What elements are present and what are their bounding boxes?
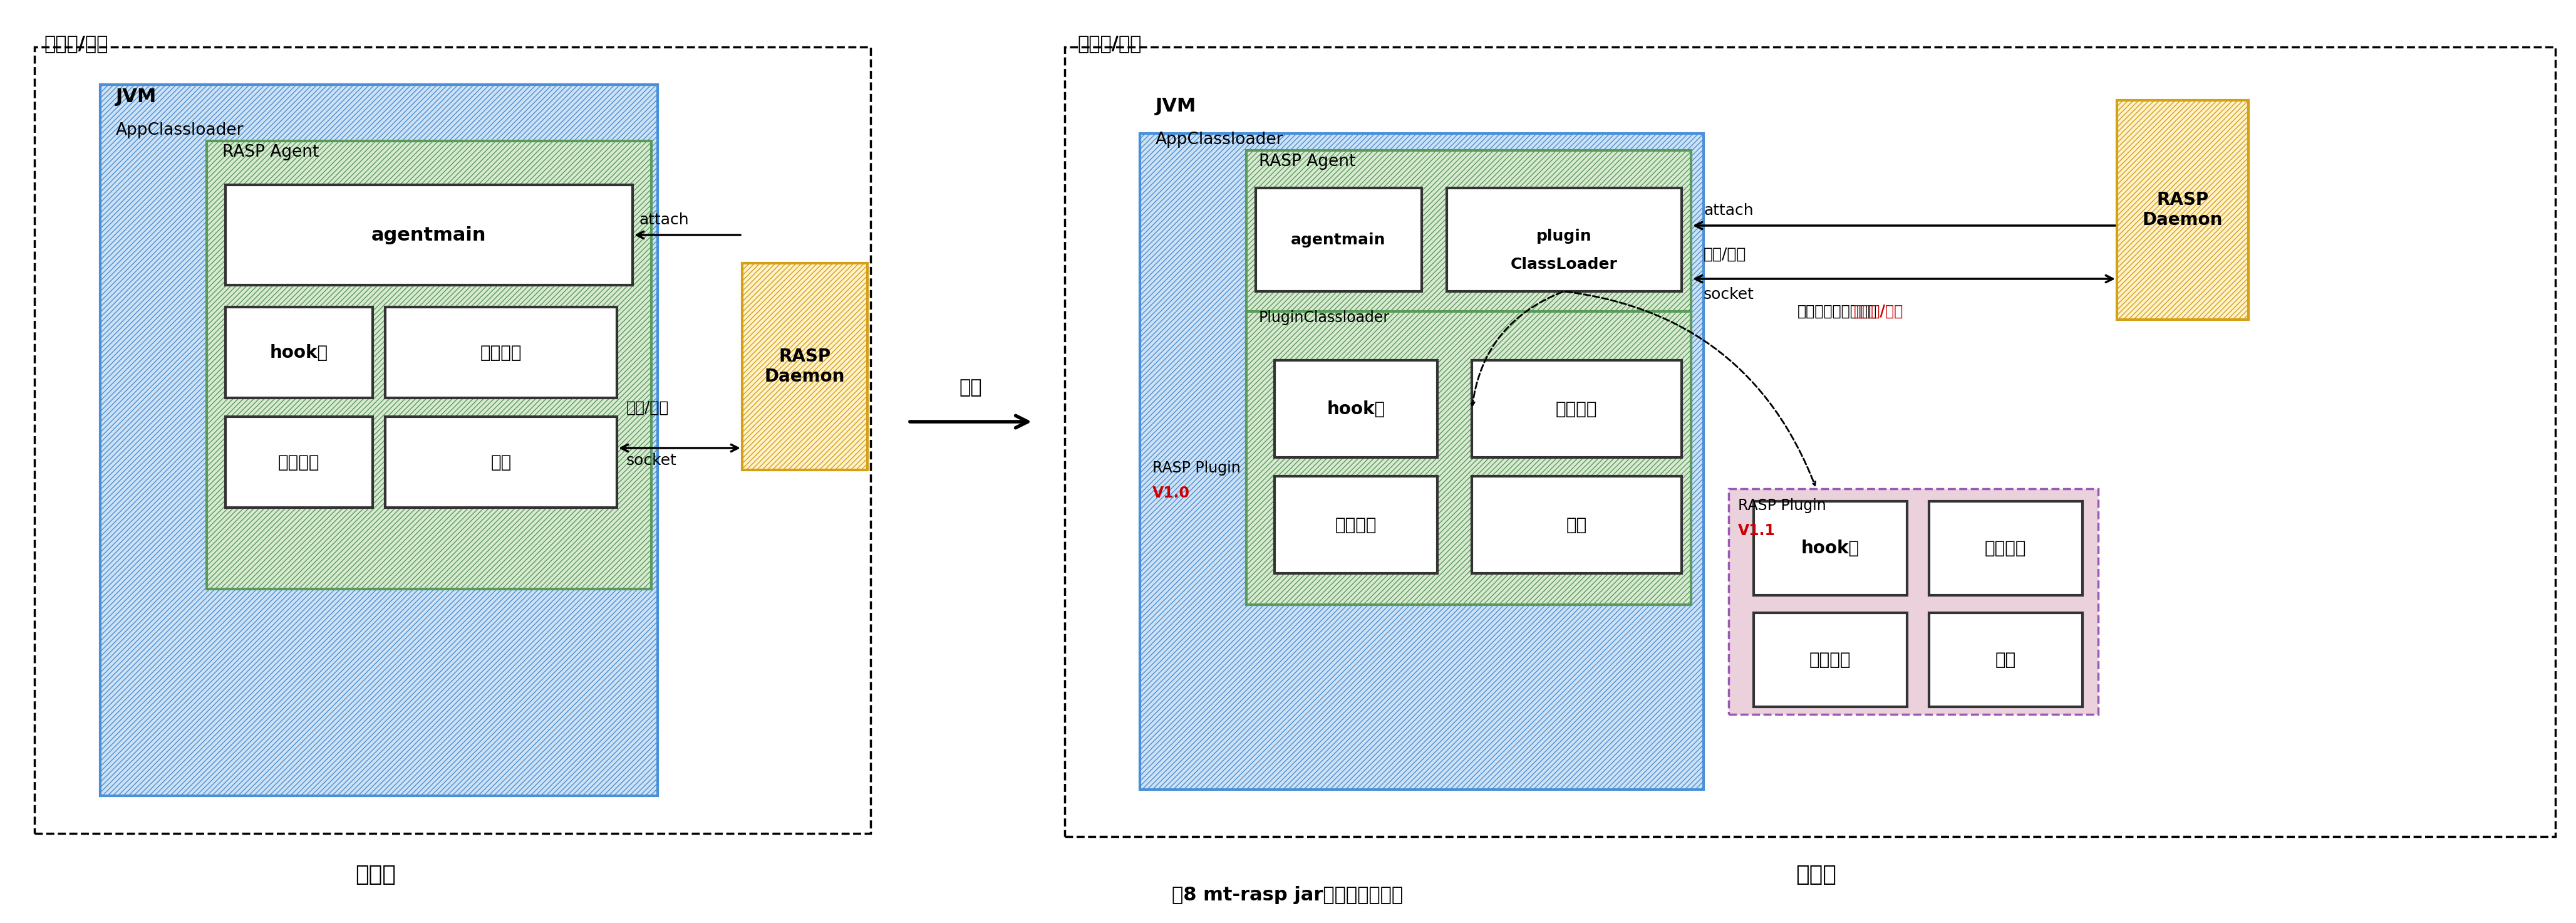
Bar	[386, 307, 616, 398]
Text: V1.0: V1.0	[1151, 485, 1190, 500]
Text: hook点: hook点	[1801, 540, 1860, 557]
Text: 日志/命令: 日志/命令	[626, 401, 670, 415]
Bar	[1255, 188, 1422, 292]
Bar	[1448, 188, 1682, 292]
Bar	[206, 141, 652, 589]
Bar	[1471, 360, 1682, 458]
Text: RASP
Daemon: RASP Daemon	[2143, 191, 2223, 229]
Text: JVM: JVM	[116, 88, 157, 106]
Bar	[227, 307, 374, 398]
Bar	[1275, 476, 1437, 573]
Text: 拆分后: 拆分后	[1795, 864, 1837, 885]
Bar	[1247, 311, 1690, 605]
Text: 通信: 通信	[1566, 516, 1587, 533]
Text: V1.1: V1.1	[1739, 523, 1775, 538]
Bar	[386, 416, 616, 508]
Text: hook点: hook点	[270, 344, 327, 362]
Bar	[227, 416, 374, 508]
Text: 热加载/卸载: 热加载/卸载	[1855, 304, 1904, 319]
Text: JVM: JVM	[1157, 97, 1195, 115]
Bar	[1139, 134, 1703, 789]
Text: agentmain: agentmain	[1291, 233, 1386, 247]
Text: attach: attach	[639, 212, 688, 227]
Text: RASP Agent: RASP Agent	[222, 144, 319, 161]
Bar	[100, 85, 657, 796]
Text: 检测引擎: 检测引擎	[1334, 516, 1376, 533]
Text: 通信: 通信	[489, 454, 513, 472]
Bar	[1929, 501, 2081, 595]
Bar	[1247, 150, 1690, 476]
Bar	[1754, 613, 1906, 707]
Text: 检测引擎: 检测引擎	[1808, 651, 1852, 668]
Bar	[1754, 501, 1906, 595]
Text: 拆分前: 拆分前	[355, 864, 397, 885]
Bar	[1471, 476, 1682, 573]
Text: socket: socket	[626, 453, 677, 468]
Bar	[33, 47, 871, 833]
Text: RASP Agent: RASP Agent	[1260, 153, 1355, 170]
Text: PluginClassloader: PluginClassloader	[1260, 310, 1391, 325]
Text: hook点: hook点	[1327, 401, 1386, 418]
Text: 资源监控: 资源监控	[479, 344, 523, 362]
Bar	[1064, 47, 2555, 836]
Text: AppClassloader: AppClassloader	[1157, 132, 1283, 148]
Text: 自定义类加载器实现: 自定义类加载器实现	[1798, 304, 1878, 319]
Text: agentmain: agentmain	[371, 226, 487, 244]
Text: 升级: 升级	[958, 378, 981, 397]
Text: 日志/命令: 日志/命令	[1703, 246, 1747, 262]
Text: AppClassloader: AppClassloader	[116, 122, 245, 138]
Text: socket: socket	[1703, 287, 1754, 302]
Text: 通信: 通信	[1994, 651, 2017, 668]
Bar	[1728, 489, 2097, 714]
Text: 资源监控: 资源监控	[1556, 401, 1597, 418]
Text: plugin: plugin	[1535, 229, 1592, 244]
Bar	[1929, 613, 2081, 707]
Text: RASP
Daemon: RASP Daemon	[765, 348, 845, 386]
Text: 宿主机/容器: 宿主机/容器	[1077, 34, 1141, 53]
Text: ClassLoader: ClassLoader	[1510, 257, 1618, 272]
Text: RASP Plugin: RASP Plugin	[1151, 461, 1242, 475]
Text: RASP Plugin: RASP Plugin	[1739, 498, 1826, 513]
Bar	[1275, 360, 1437, 458]
Text: 宿主机/容器: 宿主机/容器	[44, 34, 108, 53]
Bar	[742, 263, 868, 470]
Bar	[2117, 101, 2249, 319]
Text: 检测引擎: 检测引擎	[278, 454, 319, 472]
Text: 资源监控: 资源监控	[1984, 540, 2027, 557]
Text: attach: attach	[1703, 203, 1754, 218]
Text: 图8 mt-rasp jar包拆分前后对比: 图8 mt-rasp jar包拆分前后对比	[1172, 886, 1404, 905]
Bar	[227, 185, 634, 285]
